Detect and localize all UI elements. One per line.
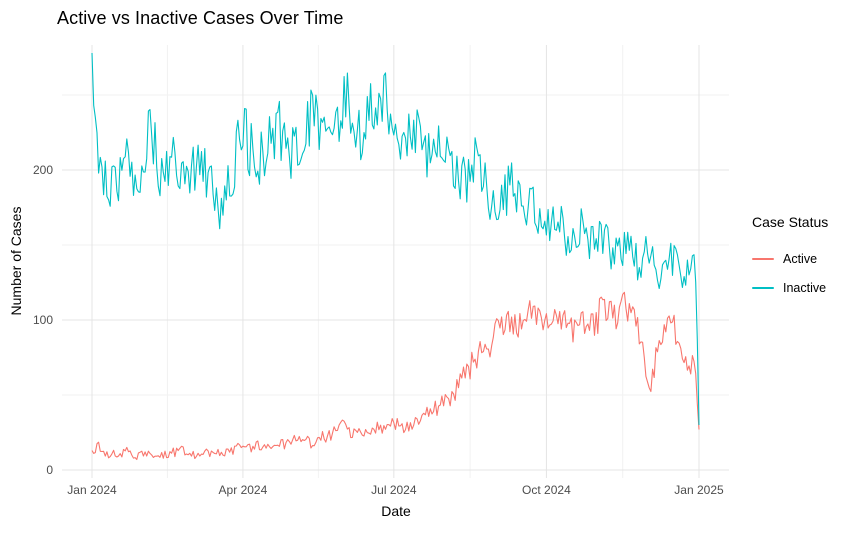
inactive-line [91, 52, 700, 426]
x-axis-title: Date [381, 503, 411, 519]
x-tick-label: Apr 2024 [218, 483, 268, 497]
legend-key-line-active [752, 257, 774, 260]
legend-label-active: Active [783, 251, 818, 266]
y-tick-label: 0 [46, 463, 53, 477]
legend-label-inactive: Inactive [783, 280, 827, 295]
active-line [91, 291, 700, 461]
x-tick-label: Jul 2024 [371, 483, 417, 497]
chart-title: Active vs Inactive Cases Over Time [57, 8, 344, 28]
gridlines-major [62, 45, 729, 478]
x-tick-label: Oct 2024 [522, 483, 571, 497]
y-tick-label: 200 [32, 163, 53, 177]
legend-item-active: Active [752, 244, 864, 273]
gridlines-minor [62, 45, 729, 478]
x-tick-label: Jan 2025 [674, 483, 724, 497]
plot-area [91, 52, 700, 461]
x-tick-label: Jan 2024 [67, 483, 117, 497]
legend: Case Status Active Inactive [752, 212, 864, 302]
y-axis-title: Number of Cases [8, 206, 24, 316]
y-tick-label: 100 [32, 313, 53, 327]
legend-title: Case Status [752, 214, 829, 230]
legend-item-inactive: Inactive [752, 273, 864, 302]
legend-key-line-inactive [752, 286, 774, 289]
